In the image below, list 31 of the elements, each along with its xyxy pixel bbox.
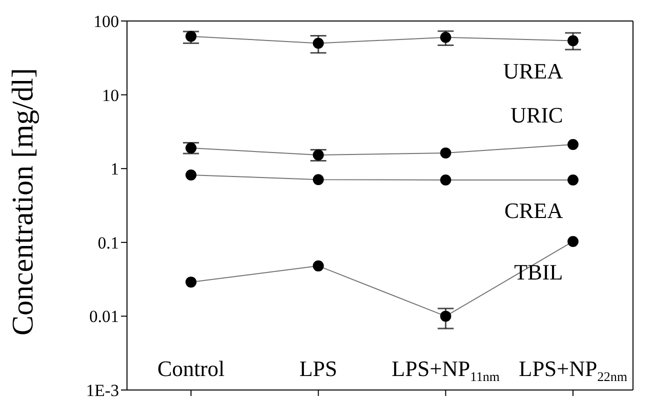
point	[186, 142, 196, 154]
point	[440, 310, 452, 322]
x-tick-label: LPS	[299, 356, 338, 381]
x-tick-label: LPS+NP$_{22nm}$	[518, 356, 628, 384]
series-label: CREA	[504, 198, 564, 224]
point	[186, 169, 196, 180]
y-tick-label: 1E-3	[86, 381, 119, 400]
point	[440, 32, 452, 43]
point	[312, 38, 324, 49]
x-tick-label: LPS+NP$_{11nm}$	[392, 356, 500, 384]
point	[312, 174, 324, 186]
series-label: URIC	[510, 102, 563, 128]
y-tick-label: 0.1	[98, 233, 119, 252]
y-axis-title: Concentration [mg/dl]	[6, 68, 40, 336]
point	[568, 35, 578, 46]
point	[312, 149, 324, 160]
y-tick-label: 10	[102, 86, 119, 105]
y-tick-label: 100	[94, 12, 119, 32]
y-tick-label: 0.01	[89, 307, 119, 326]
series-label: UREA	[503, 58, 564, 84]
point	[568, 174, 578, 186]
point	[186, 276, 196, 288]
series-label: TBIL	[514, 259, 563, 284]
y-tick-label: 1	[110, 160, 119, 179]
point	[440, 174, 452, 186]
x-tick-label: Control	[157, 356, 225, 381]
point	[568, 139, 578, 150]
point	[312, 260, 324, 272]
point	[440, 147, 452, 158]
point	[568, 236, 578, 247]
point	[186, 30, 196, 42]
